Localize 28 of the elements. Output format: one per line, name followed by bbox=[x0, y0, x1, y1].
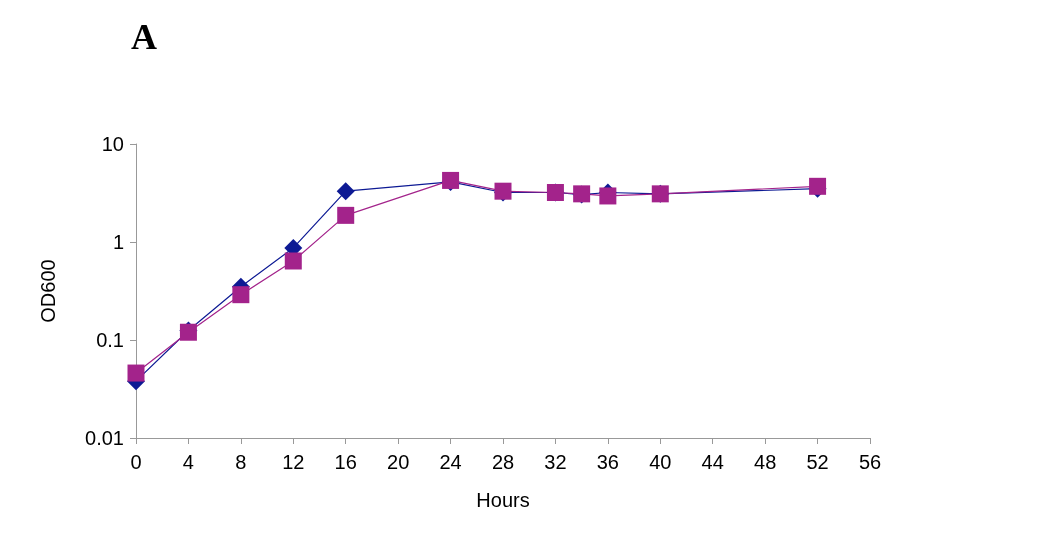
y-tick-label: 10 bbox=[101, 133, 124, 155]
y-tick-label: 0.01 bbox=[85, 427, 124, 449]
x-tick-label: 32 bbox=[544, 451, 567, 473]
x-tick-label: 8 bbox=[235, 451, 247, 473]
point bbox=[284, 252, 302, 270]
x-tick-label: 52 bbox=[806, 451, 829, 473]
y-axis-title: OD600 bbox=[37, 259, 59, 323]
y-tick-label: 0.1 bbox=[96, 329, 124, 351]
x-tick-label: 44 bbox=[701, 451, 724, 473]
x-tick-label: 56 bbox=[858, 451, 882, 473]
x-tick-label: 20 bbox=[387, 451, 410, 473]
y-tick-label: 1 bbox=[112, 231, 124, 253]
x-tick-label: 36 bbox=[596, 451, 619, 473]
x-tick-label: 28 bbox=[491, 451, 515, 473]
x-tick-label: 16 bbox=[334, 451, 357, 473]
point bbox=[336, 182, 355, 201]
x-tick-label: 24 bbox=[439, 451, 462, 473]
point bbox=[599, 187, 617, 205]
point bbox=[337, 206, 355, 224]
x-tick-label: 40 bbox=[649, 451, 672, 473]
x-tick-label: 4 bbox=[182, 451, 194, 473]
point bbox=[127, 364, 145, 382]
x-axis-title: Hours bbox=[476, 489, 530, 511]
chart-title: A bbox=[131, 17, 157, 57]
x-tick-label: 12 bbox=[282, 451, 305, 473]
x-tick-label: 48 bbox=[754, 451, 777, 473]
x-tick-label: 0 bbox=[130, 451, 142, 473]
point bbox=[232, 286, 250, 304]
